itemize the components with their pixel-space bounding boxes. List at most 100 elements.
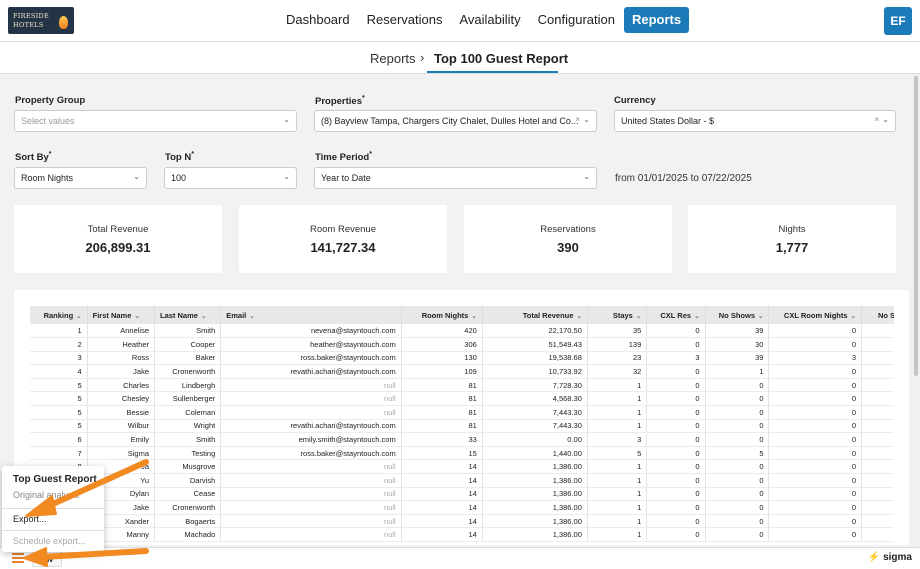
table-header-row: Ranking ⌄ First Name ⌄ Last Name ⌄ Email ⌄ Room … [30, 306, 894, 324]
column-header[interactable]: Total Revenue ⌄ [482, 306, 588, 324]
table-row[interactable]: 5 Wilbur Wright revathi.achari@stayntouch.c… [30, 419, 894, 434]
table-row[interactable]: 8JakeCronenworthnull141,386.00100004 [30, 500, 894, 515]
campfire-icon [59, 16, 68, 29]
column-header[interactable]: Last Name ⌄ [154, 306, 222, 324]
column-header[interactable]: No Shows ⌄ [705, 306, 770, 324]
nav-availability[interactable]: Availability [459, 12, 521, 27]
fireside-hotels-logo[interactable]: FIRESIDE HOTELS [8, 7, 74, 34]
schedule-export-menu-item[interactable]: Schedule export... [13, 536, 86, 546]
chevron-down-icon[interactable]: ⌄ [200, 312, 207, 320]
table-cell: Annelise [87, 324, 156, 339]
table-cell: Lindbergh [154, 378, 222, 393]
page-scrollbar[interactable] [912, 74, 920, 547]
column-header[interactable]: CXL Res ⌄ [646, 306, 706, 324]
table-cell: 130 [401, 351, 483, 366]
chevron-down-icon[interactable]: ⌄ [134, 312, 140, 320]
table-row[interactable]: 8MannyMachadonull141,386.00100004 [30, 527, 894, 542]
guest-table: Ranking ⌄ First Name ⌄ Last Name ⌄ Email ⌄ Room … [30, 306, 894, 542]
time-period-label: Time Period* [315, 151, 372, 164]
table-row[interactable]: 4 Jake Cronenworth revathi.achari@stayntouc… [30, 364, 894, 379]
kpi-label: Room Revenue [309, 224, 376, 235]
table-row[interactable]: 8JaMusgrovenull141,386.00100004 [30, 459, 894, 475]
table-cell: 14 [401, 459, 483, 475]
table-cell: 0 [768, 500, 862, 515]
table-cell: 3 [30, 351, 88, 366]
table-row[interactable]: 5ChesleySullenbergernull814,568.30100003… [30, 391, 894, 407]
table-cell: nevena@stayntouch.com [220, 324, 402, 339]
table-cell: 51,549.43 [482, 337, 588, 352]
nav-dashboard[interactable]: Dashboard [286, 12, 350, 27]
chevron-down-icon[interactable]: ⌄ [576, 312, 582, 320]
chevron-down-icon[interactable]: ⌄ [471, 312, 477, 320]
table-cell: 109 [401, 364, 483, 379]
breadcrumb-reports-link[interactable]: Reports [370, 51, 416, 66]
page-tab[interactable]: ew [32, 551, 63, 567]
properties-select[interactable]: (8) Bayview Tampa, Chargers City Chalet,… [314, 110, 597, 132]
table-row[interactable]: 8XanderBogaertsnull141,386.00100004 [30, 514, 894, 529]
export-menu-item[interactable]: Export... [13, 514, 47, 524]
column-header[interactable]: First Name ⌄ [87, 306, 156, 324]
nav-configuration[interactable]: Configuration [537, 12, 615, 27]
table-cell: 0 [646, 391, 706, 407]
table-cell: 1 [587, 487, 648, 502]
column-header[interactable]: No Show Nights⌄ [861, 306, 894, 324]
top-n-select[interactable]: 100 ⌄ [164, 167, 297, 189]
table-cell: 35 [587, 324, 648, 339]
clear-icon[interactable]: × [575, 115, 580, 124]
table-row[interactable]: 7 Sigma Testing ross.baker@stayntouch.com 15… [30, 446, 894, 461]
table-row[interactable]: 1 Annelise Smith nevena@stayntouch.com 420 22… [30, 324, 894, 339]
clear-icon[interactable]: × [874, 115, 879, 124]
table-cell: 3 [587, 432, 648, 447]
property-group-select[interactable]: Select values ⌄ [14, 110, 297, 132]
hamburger-menu-icon[interactable] [12, 552, 26, 564]
table-cell: 5 [30, 378, 88, 393]
table-cell: Heather [87, 337, 156, 352]
table-cell: Smith [154, 432, 222, 447]
column-header[interactable]: CXL Room Nights ⌄ [768, 306, 862, 324]
column-header[interactable]: Room Nights ⌄ [401, 306, 483, 324]
column-header[interactable]: Ranking ⌄ [30, 306, 88, 324]
table-row[interactable]: 2 Heather Cooper heather@stayntouch.com 306 5… [30, 337, 894, 352]
kpi-room-revenue: Room Revenue 141,727.34 [239, 205, 447, 273]
currency-select[interactable]: United States Dollar - $ × ⌄ [614, 110, 896, 132]
breadcrumb-current[interactable]: Top 100 Guest Report [434, 51, 569, 66]
table-cell: 0 [646, 324, 706, 339]
sort-by-label: Sort By* [15, 151, 52, 164]
table-cell: 0 [768, 391, 862, 407]
sigma-logo-icon: ⚡ [867, 552, 881, 563]
chevron-down-icon[interactable]: ⌄ [249, 312, 255, 320]
chevron-down-icon[interactable]: ⌄ [850, 312, 856, 320]
chevron-down-icon[interactable]: ⌄ [76, 312, 82, 320]
table-row[interactable]: 8DylanCeasenull141,386.00100004 [30, 487, 894, 502]
table-row[interactable]: 3 Ross Baker ross.baker@stayntouch.com 130 19… [30, 351, 894, 366]
table-cell: 10 [861, 446, 894, 461]
table-cell: 0 [768, 514, 862, 529]
table-cell: 81 [401, 378, 483, 393]
table-cell: 0.00 [482, 432, 588, 447]
table-cell: 1 [587, 378, 648, 393]
column-header[interactable]: Stays ⌄ [587, 306, 648, 324]
kpi-total-revenue: Total Revenue 206,899.31 [14, 205, 222, 273]
chevron-down-icon[interactable]: ⌄ [635, 312, 642, 320]
guest-table-scroll[interactable]: Ranking ⌄ First Name ⌄ Last Name ⌄ Email ⌄ Room … [30, 306, 894, 542]
scrollbar-thumb[interactable] [914, 76, 918, 376]
table-cell: Cronenworth [154, 364, 222, 379]
table-row[interactable]: 6 Emily Smith emily.smith@stayntouch.com 33 0… [30, 432, 894, 447]
chevron-down-icon[interactable]: ⌄ [694, 312, 700, 320]
nav-reports[interactable]: Reports [624, 7, 690, 33]
chevron-down-icon[interactable]: ⌄ [758, 312, 764, 320]
table-cell: 0 [861, 527, 894, 542]
column-header[interactable]: Email ⌄ [220, 306, 402, 324]
table-cell: 0 [646, 337, 706, 352]
sort-by-select[interactable]: Room Nights ⌄ [14, 167, 147, 189]
table-cell: 0 [646, 514, 706, 529]
table-cell: ross.baker@stayntouch.com [220, 446, 402, 461]
table-row[interactable]: 8YuDarvishnull141,386.00100004 [30, 473, 894, 488]
table-cell: 0 [646, 473, 706, 488]
table-cell: 0 [705, 378, 770, 393]
nav-reservations[interactable]: Reservations [366, 12, 443, 27]
user-avatar[interactable]: EF [884, 7, 912, 35]
time-period-select[interactable]: Year to Date ⌄ [314, 167, 597, 189]
